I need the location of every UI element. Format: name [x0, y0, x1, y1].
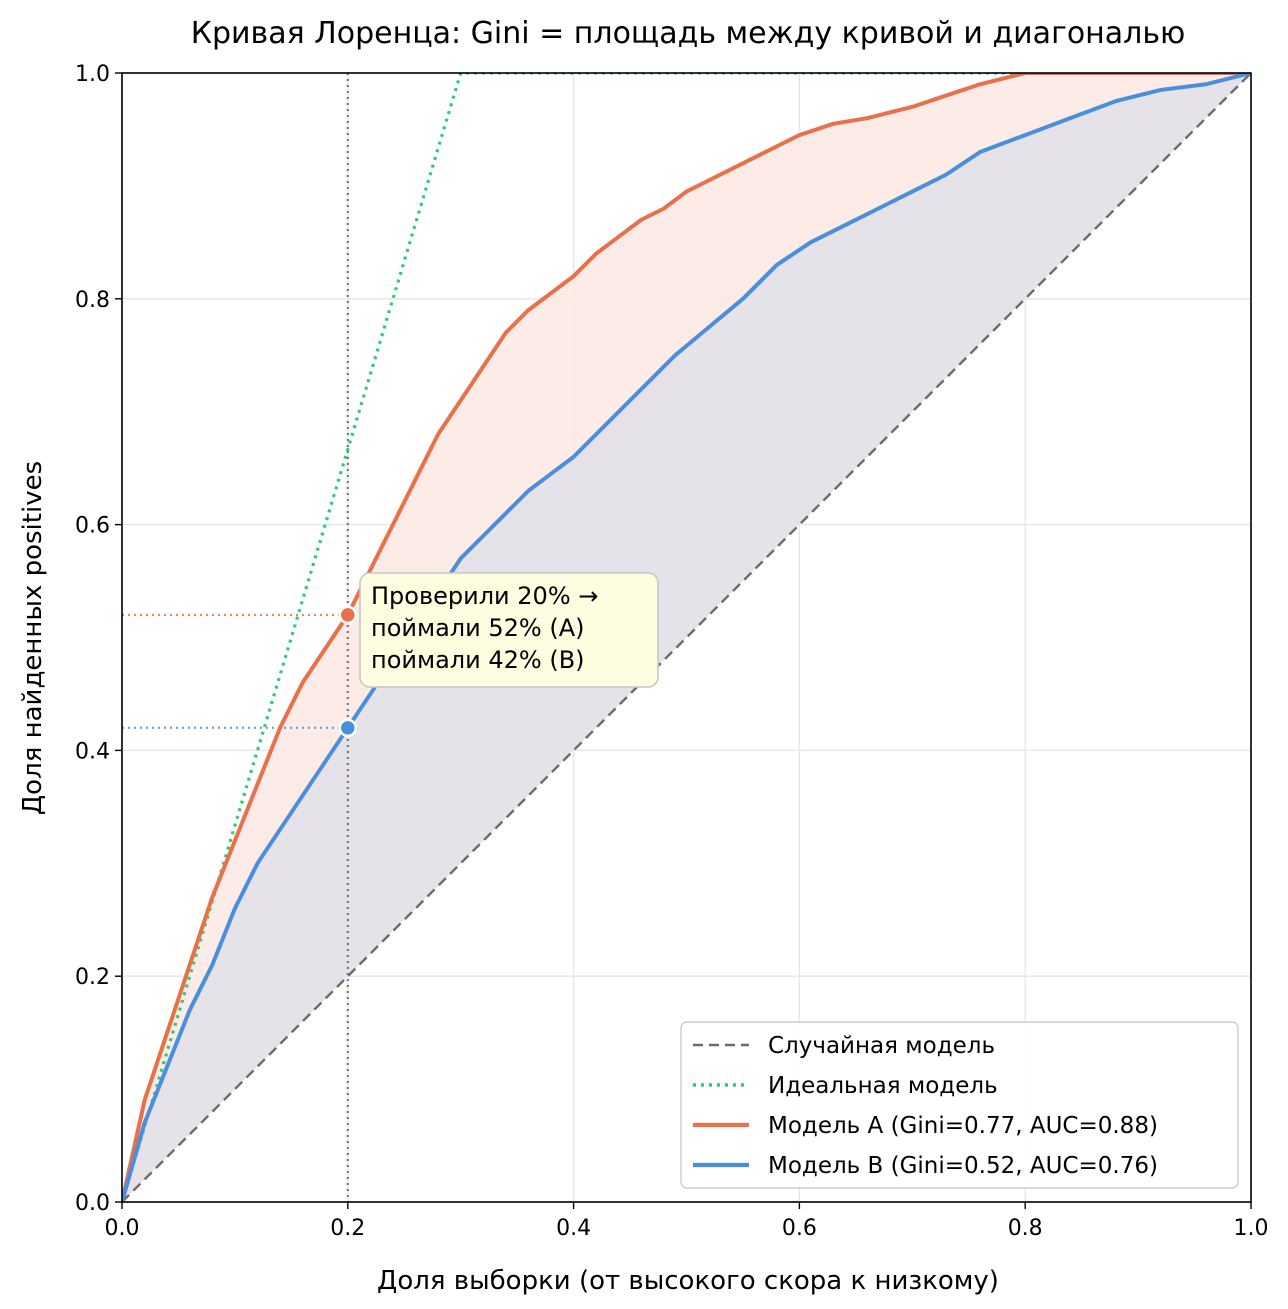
series-lines	[122, 73, 1251, 1202]
marker-model-a	[338, 605, 358, 625]
y-tick-label: 1.0	[75, 62, 110, 87]
y-tick-label: 0.0	[75, 1191, 110, 1216]
y-tick-label: 0.8	[75, 288, 110, 313]
marker-model-b	[338, 718, 358, 738]
legend-entry: Случайная модель	[768, 1033, 995, 1059]
annotation-box: Проверили 20% → поймали 52% (A) поймали 42…	[359, 572, 659, 688]
series-model-a-line	[122, 73, 1251, 1202]
x-axis-title: Доля выборки (от высокого скора к низком…	[377, 1266, 999, 1296]
series-random-line	[122, 73, 1251, 1202]
plot-frame	[121, 72, 1252, 1203]
legend-entry: Модель A (Gini=0.77, AUC=0.88)	[768, 1113, 1158, 1139]
x-tick-label: 0.4	[556, 1216, 591, 1241]
chart-title: Кривая Лоренца: Gini = площадь между кри…	[191, 16, 1186, 51]
model-b-fill	[122, 73, 1251, 1202]
x-tick-label: 0.2	[330, 1216, 365, 1241]
legend-entry: Модель B (Gini=0.52, AUC=0.76)	[768, 1153, 1158, 1179]
x-tick-label: 1.0	[1234, 1216, 1269, 1241]
series-ideal-line	[122, 73, 1251, 1202]
annotation-line: поймали 52% (A)	[371, 614, 584, 642]
y-tick-label: 0.4	[75, 739, 110, 764]
plot-area: Проверили 20% → поймали 52% (A) поймали 42…	[75, 62, 1269, 1241]
x-tick-label: 0.0	[105, 1216, 140, 1241]
legend-background	[680, 1021, 1239, 1189]
x-tick-label: 0.8	[1008, 1216, 1043, 1241]
legend-entry: Идеальная модель	[768, 1073, 998, 1099]
annotation-line: Проверили 20% →	[371, 582, 598, 610]
annotation-line: поймали 42% (B)	[371, 646, 585, 674]
annotation-background	[359, 572, 659, 688]
y-tick-label: 0.6	[75, 514, 110, 539]
y-tick-label: 0.2	[75, 965, 110, 990]
series-model-b-line	[122, 73, 1251, 1202]
legend: Случайная модель Идеальная модель Модель A…	[680, 1021, 1239, 1189]
y-axis-title: Доля найденных positives	[18, 461, 48, 815]
x-tick-label: 0.6	[782, 1216, 817, 1241]
